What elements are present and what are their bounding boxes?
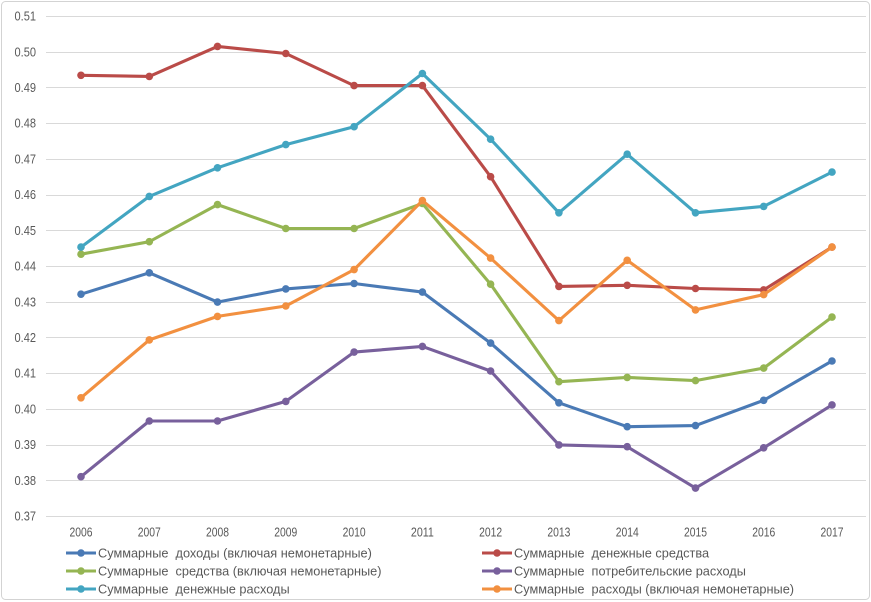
svg-text:0.50: 0.50 (15, 44, 37, 59)
svg-text:0.37: 0.37 (15, 509, 37, 524)
svg-text:2016: 2016 (752, 525, 775, 540)
svg-text:0.42: 0.42 (15, 330, 37, 345)
svg-text:0.48: 0.48 (15, 116, 37, 131)
svg-text:Суммарные денежные средства: Суммарные денежные средства (514, 546, 710, 561)
svg-text:0.49: 0.49 (15, 80, 37, 95)
svg-text:2013: 2013 (547, 525, 570, 540)
svg-text:2014: 2014 (616, 525, 639, 540)
svg-text:2012: 2012 (479, 525, 502, 540)
svg-text:Суммарные расходы (включая не: Суммарные расходы (включая немонетарные) (514, 582, 794, 597)
svg-text:0.40: 0.40 (15, 402, 37, 417)
svg-text:0.38: 0.38 (15, 473, 37, 488)
svg-text:Суммарные денежные расходы: Суммарные денежные расходы (98, 582, 290, 597)
svg-text:2006: 2006 (70, 525, 93, 540)
svg-text:2010: 2010 (343, 525, 366, 540)
svg-text:0.47: 0.47 (15, 152, 37, 167)
svg-text:0.46: 0.46 (15, 187, 37, 202)
svg-text:0.45: 0.45 (15, 223, 37, 238)
svg-text:2007: 2007 (138, 525, 161, 540)
svg-text:Суммарные средства (включая н: Суммарные средства (включая немонетарные… (98, 564, 382, 579)
svg-text:2011: 2011 (411, 525, 434, 540)
svg-text:0.51: 0.51 (15, 9, 37, 24)
svg-text:Суммарные доходы (включая нем: Суммарные доходы (включая немонетарные) (98, 546, 372, 561)
svg-text:2009: 2009 (274, 525, 297, 540)
svg-text:Суммарные потребительские рас: Суммарные потребительские расходы (514, 564, 746, 579)
svg-text:0.43: 0.43 (15, 294, 37, 309)
svg-text:0.41: 0.41 (15, 366, 37, 381)
svg-text:2015: 2015 (684, 525, 707, 540)
svg-text:2017: 2017 (821, 525, 844, 540)
svg-text:2008: 2008 (206, 525, 229, 540)
svg-text:0.39: 0.39 (15, 437, 37, 452)
svg-text:0.44: 0.44 (15, 259, 37, 274)
